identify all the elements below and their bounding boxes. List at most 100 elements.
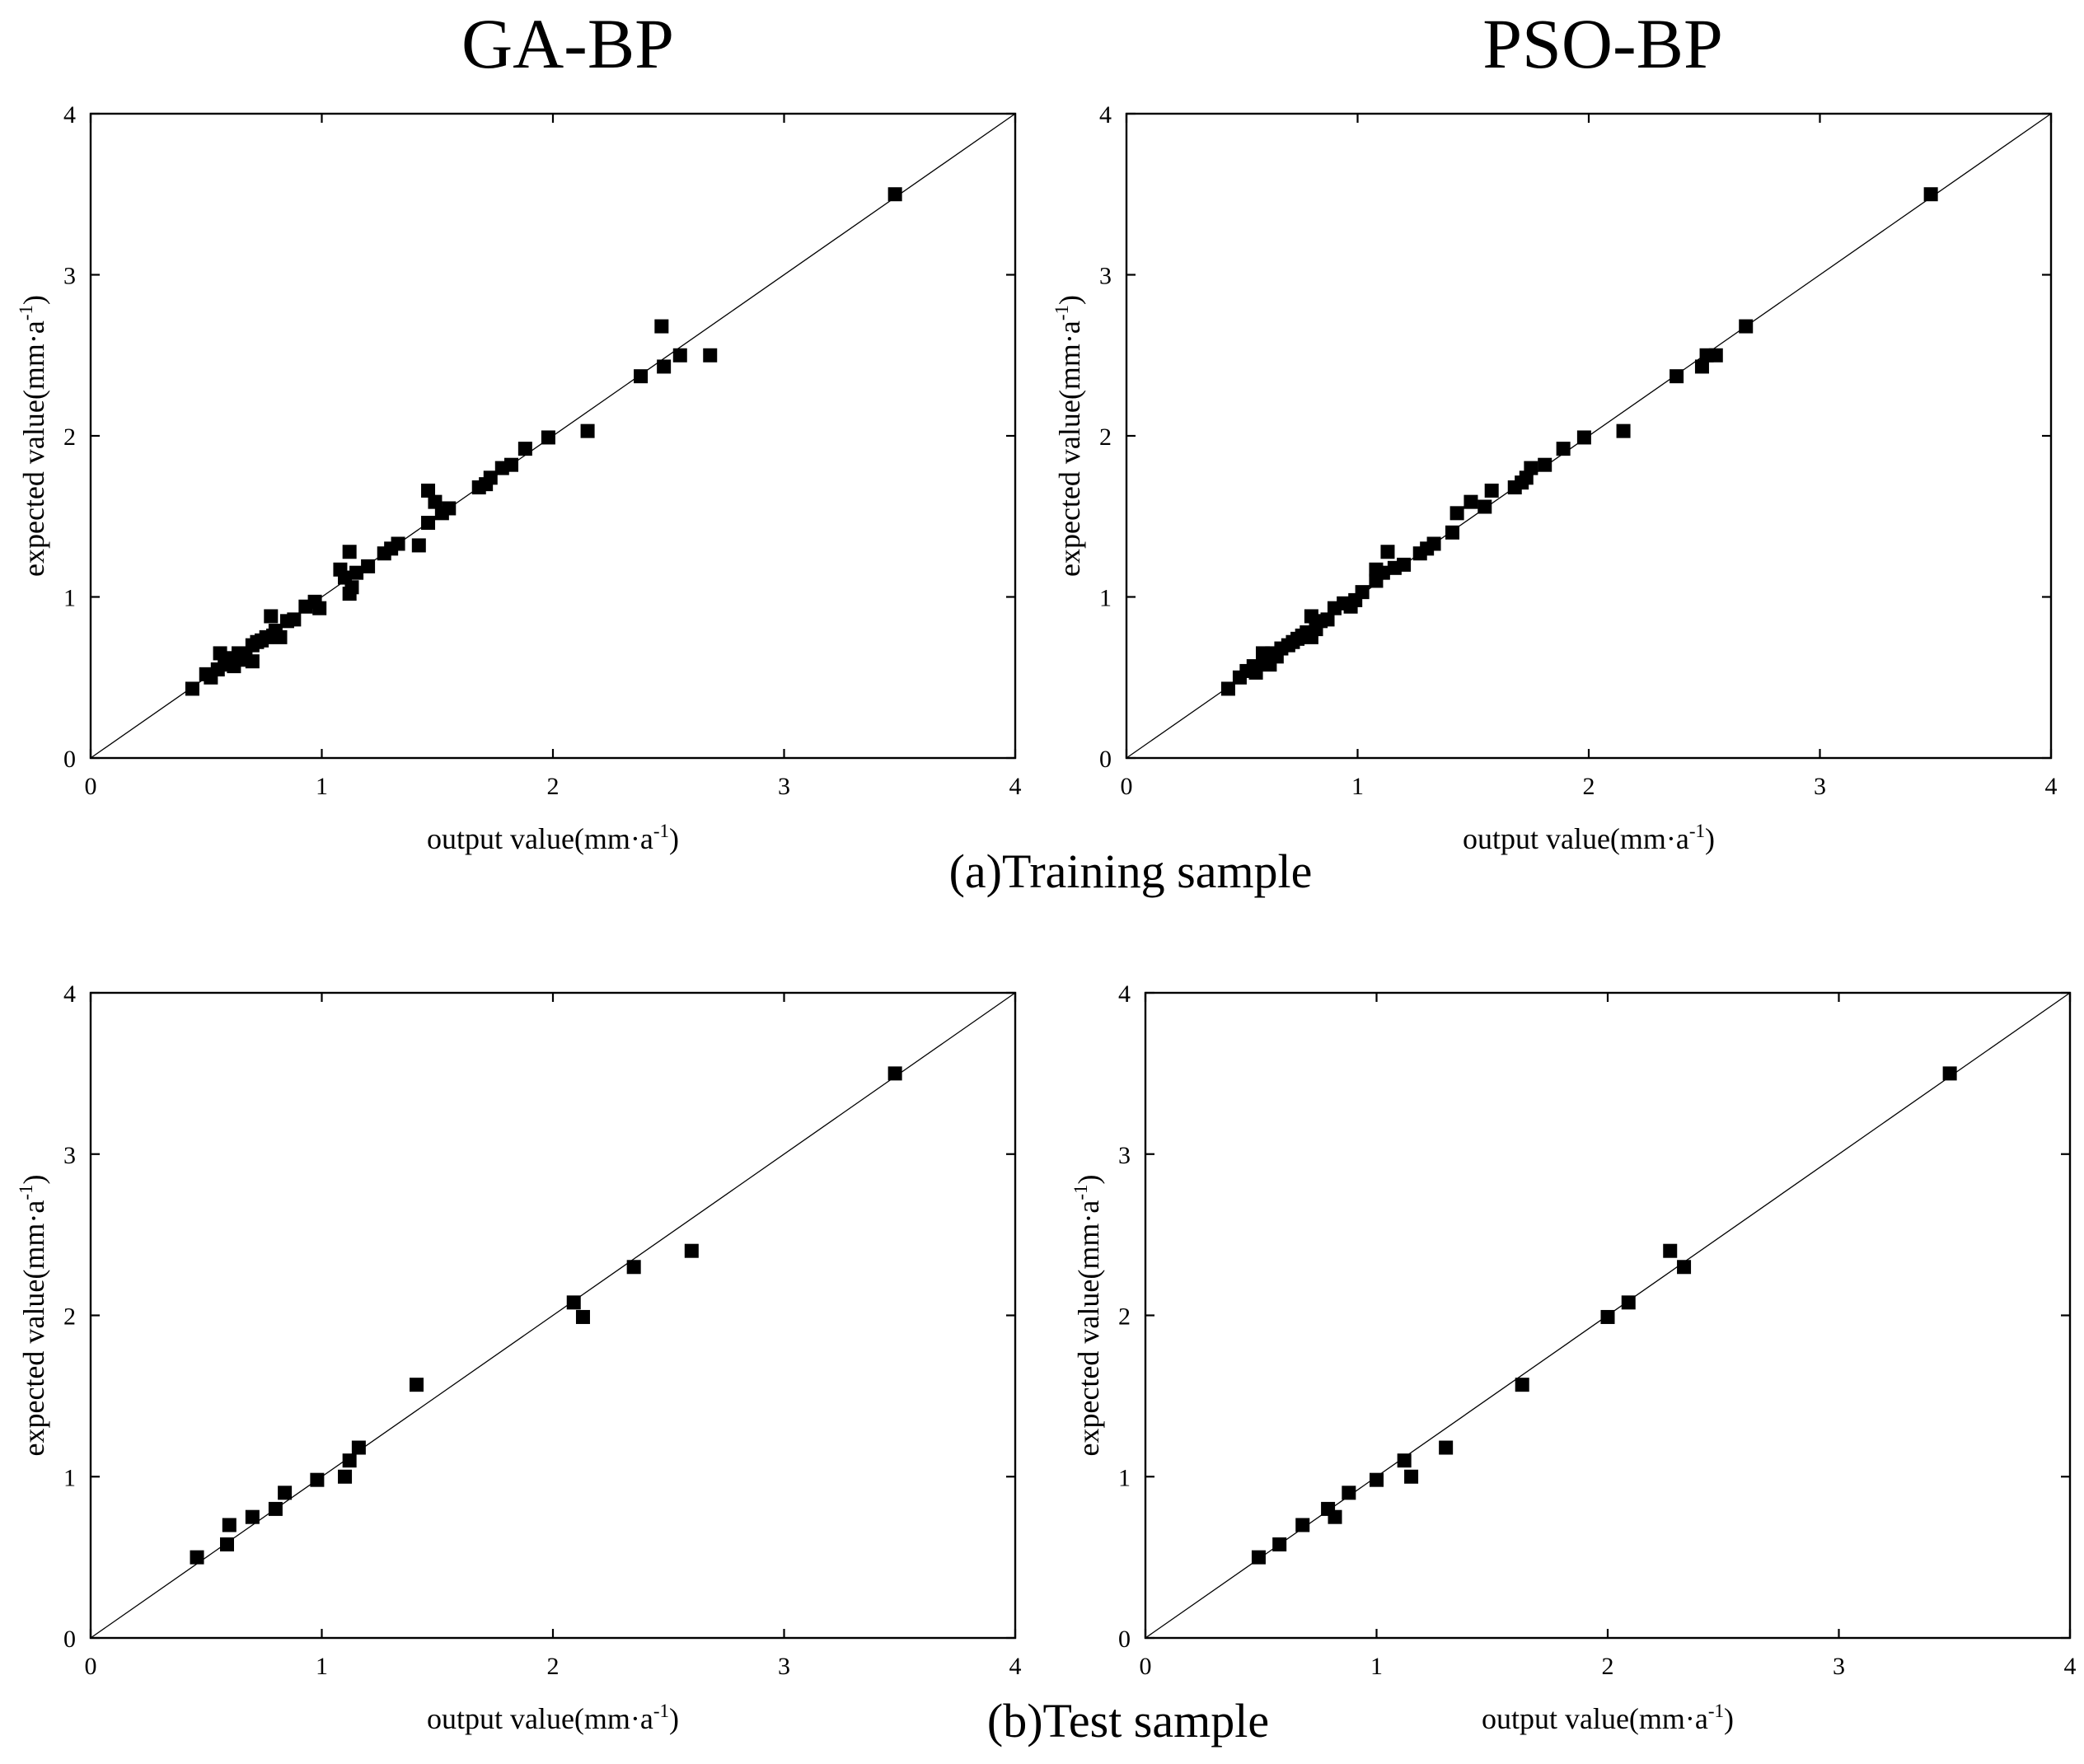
y-tick-label: 3 <box>1099 263 1112 290</box>
y-tick-label: 2 <box>63 1303 76 1331</box>
data-point <box>626 1260 641 1275</box>
data-point <box>672 348 687 363</box>
y-tick-label: 4 <box>1118 980 1131 1008</box>
data-point <box>351 1440 366 1455</box>
data-point <box>541 430 555 445</box>
x-axis-title: output value(mm·a-1) <box>1463 821 1715 855</box>
data-point <box>1670 369 1684 384</box>
data-point <box>1556 442 1571 456</box>
x-tick-label: 1 <box>316 773 328 800</box>
data-point <box>483 470 498 485</box>
data-point <box>344 580 359 595</box>
y-tick-label: 0 <box>1099 746 1112 773</box>
reference-line-y-equals-x <box>90 992 1016 1639</box>
y-tick-label: 2 <box>1118 1303 1131 1331</box>
data-point <box>273 629 288 644</box>
y-axis-title: expected value(mm·a-1) <box>1051 295 1086 577</box>
x-axis-unit-exponent: -1 <box>1689 821 1705 841</box>
column-title-pso-bp: PSO-BP <box>1482 4 1723 83</box>
data-point <box>1355 585 1370 600</box>
data-point <box>278 1486 293 1500</box>
data-point <box>1445 525 1460 540</box>
y-axis-unit-exponent: -1 <box>16 305 36 321</box>
scatter-panel-test-pso-bp: 0 1 2 3 4 0 1 2 3 4 output value(mm·a-1) expected v… <box>1070 980 2077 1735</box>
y-axis-unit-close: ) <box>1053 295 1086 305</box>
x-axis-unit-close: ) <box>669 822 679 855</box>
data-point <box>1694 359 1709 374</box>
row-caption-test: (b)Test sample <box>987 1694 1269 1748</box>
x-tick-label: 4 <box>1009 1653 1022 1680</box>
data-point <box>349 565 364 580</box>
x-tick-label: 0 <box>1121 773 1133 800</box>
data-point <box>268 1501 283 1516</box>
y-tick-label: 2 <box>63 423 76 451</box>
data-point <box>887 1066 902 1081</box>
x-tick-label: 0 <box>1140 1653 1152 1680</box>
data-point <box>222 1518 236 1532</box>
x-axis-unit-close: ) <box>1705 822 1715 855</box>
data-point <box>361 559 376 573</box>
data-point <box>1600 1309 1615 1324</box>
data-point <box>1923 187 1938 202</box>
data-point <box>1942 1066 1957 1081</box>
data-point <box>338 1469 353 1484</box>
x-tick-label: 2 <box>547 773 560 800</box>
data-point <box>1515 1378 1529 1392</box>
x-tick-label: 2 <box>1583 773 1595 800</box>
row-caption-training: (a)Training sample <box>949 845 1313 898</box>
y-tick-label: 4 <box>1099 101 1112 129</box>
y-tick-label: 3 <box>1118 1142 1131 1169</box>
data-point <box>887 187 902 202</box>
data-point <box>428 494 443 509</box>
data-point <box>657 359 672 374</box>
x-tick-label: 3 <box>1833 1653 1845 1680</box>
scatter-panel-training-ga-bp: 0 1 2 3 4 0 1 2 3 4 output value(mm·a-1) expected v… <box>16 101 1022 855</box>
column-title-ga-bp: GA-BP <box>461 4 674 83</box>
data-point <box>342 1453 357 1468</box>
y-tick-label: 4 <box>63 980 76 1008</box>
x-tick-label: 2 <box>1602 1653 1614 1680</box>
x-axis-unit-close: ) <box>669 1702 679 1735</box>
x-axis-unit-exponent: -1 <box>1708 1701 1724 1721</box>
x-tick-label: 4 <box>2064 1653 2077 1680</box>
y-axis-unit-close: ) <box>17 295 50 305</box>
y-tick-label: 0 <box>1118 1626 1131 1653</box>
x-tick-label: 4 <box>1009 773 1022 800</box>
x-axis-unit-exponent: -1 <box>653 1701 669 1721</box>
data-point <box>411 538 426 553</box>
y-axis-title: expected value(mm·a-1) <box>16 1174 50 1456</box>
data-point <box>1328 1509 1342 1524</box>
data-point <box>1708 348 1723 363</box>
data-point <box>1524 461 1538 475</box>
x-tick-label: 4 <box>2045 773 2058 800</box>
data-point <box>1677 1260 1692 1275</box>
data-point <box>219 1537 234 1551</box>
data-point <box>684 1243 699 1258</box>
y-axis-unit-close: ) <box>1072 1174 1105 1184</box>
data-point <box>654 319 669 334</box>
data-point <box>442 501 457 516</box>
y-tick-label: 3 <box>63 263 76 290</box>
data-point <box>1439 1440 1454 1455</box>
y-tick-label: 4 <box>63 101 76 129</box>
data-point <box>391 536 405 551</box>
data-point <box>1538 457 1552 472</box>
y-axis-unit-exponent: -1 <box>1070 1184 1091 1200</box>
data-point <box>1375 565 1390 580</box>
y-tick-label: 1 <box>63 1464 76 1491</box>
y-tick-label: 3 <box>63 1142 76 1169</box>
data-point <box>566 1295 581 1310</box>
y-axis-unit-close: ) <box>17 1174 50 1184</box>
data-point <box>1739 319 1754 334</box>
data-point <box>1663 1243 1678 1258</box>
data-point <box>1621 1295 1636 1310</box>
y-tick-label: 0 <box>63 746 76 773</box>
y-tick-label: 1 <box>1099 585 1112 612</box>
data-point <box>185 681 199 696</box>
data-point <box>1272 1537 1287 1551</box>
y-tick-label: 2 <box>1099 423 1112 451</box>
data-point <box>1576 430 1591 445</box>
x-tick-label: 0 <box>85 773 97 800</box>
data-point <box>1463 494 1478 509</box>
data-point <box>264 609 279 624</box>
